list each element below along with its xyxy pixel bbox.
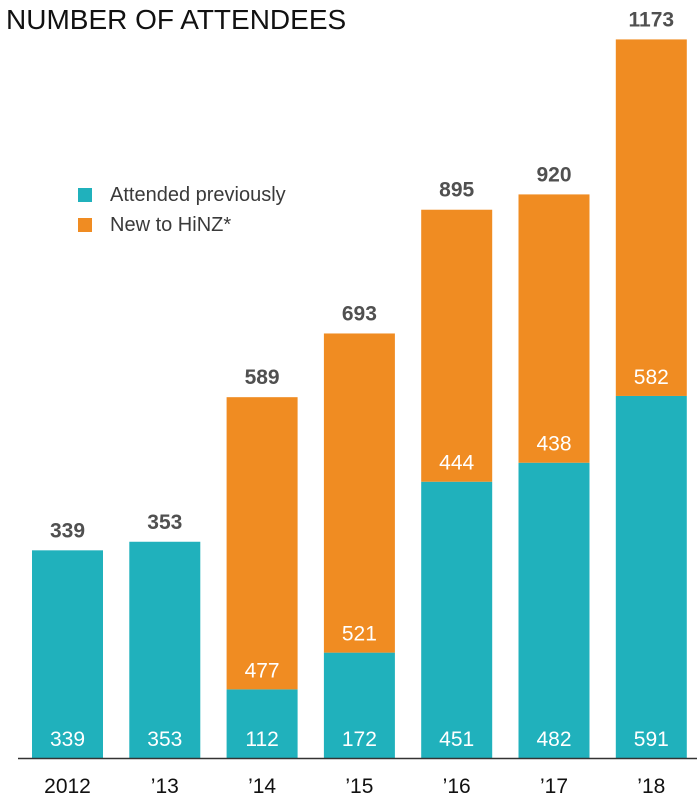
x-tick-label-13: ’13 [151, 775, 179, 798]
data-label-attended-previously-13: 353 [147, 728, 182, 751]
bar-attended-previously-2012 [32, 550, 103, 758]
x-tick-label-2012: 2012 [44, 775, 91, 798]
total-label-16: 895 [439, 179, 474, 202]
legend-label-attended-previously: Attended previously [110, 183, 286, 206]
total-label-13: 353 [147, 511, 182, 534]
legend-item-new-to-hinz: New to HiNZ* [78, 210, 286, 240]
data-label-new-to-hinz-15: 521 [342, 623, 377, 646]
data-label-attended-previously-16: 451 [439, 728, 474, 751]
total-label-17: 920 [536, 163, 571, 186]
data-label-attended-previously-15: 172 [342, 728, 377, 751]
legend: Attended previously New to HiNZ* [78, 180, 286, 240]
bar-attended-previously-15 [323, 652, 395, 758]
legend-swatch-new-to-hinz [78, 218, 92, 232]
bar-attended-previously-14 [226, 689, 298, 758]
x-tick-label-15: ’15 [345, 775, 373, 798]
total-label-15: 693 [342, 302, 377, 325]
x-tick-label-18: ’18 [637, 775, 665, 798]
bar-new-to-hinz-14 [226, 397, 298, 690]
data-label-attended-previously-2012: 339 [50, 728, 85, 751]
x-tick-label-16: ’16 [443, 775, 471, 798]
bar-attended-previously-17 [518, 462, 590, 758]
total-label-14: 589 [245, 366, 280, 389]
legend-label-new-to-hinz: New to HiNZ* [110, 213, 232, 236]
data-label-new-to-hinz-16: 444 [439, 452, 474, 475]
x-tick-label-14: ’14 [248, 775, 276, 798]
data-label-new-to-hinz-18: 582 [634, 366, 669, 389]
legend-item-attended-previously: Attended previously [78, 180, 286, 210]
data-label-attended-previously-17: 482 [536, 728, 571, 751]
bar-new-to-hinz-15 [323, 333, 395, 653]
chart-title: NUMBER OF ATTENDEES [6, 4, 347, 35]
bar-new-to-hinz-17 [518, 194, 590, 463]
data-label-new-to-hinz-14: 477 [245, 659, 280, 682]
data-label-attended-previously-14: 112 [245, 728, 278, 751]
data-label-attended-previously-18: 591 [634, 728, 669, 751]
bar-attended-previously-16 [421, 481, 493, 758]
bar-new-to-hinz-16 [421, 209, 493, 482]
legend-swatch-attended-previously [78, 188, 92, 202]
data-label-new-to-hinz-17: 438 [536, 433, 571, 456]
bar-attended-previously-18 [615, 395, 687, 758]
total-label-2012: 339 [50, 519, 85, 542]
total-label-18: 1173 [629, 8, 675, 31]
bar-attended-previously-13 [129, 541, 201, 758]
x-tick-label-17: ’17 [540, 775, 568, 798]
bar-new-to-hinz-18 [615, 39, 687, 396]
